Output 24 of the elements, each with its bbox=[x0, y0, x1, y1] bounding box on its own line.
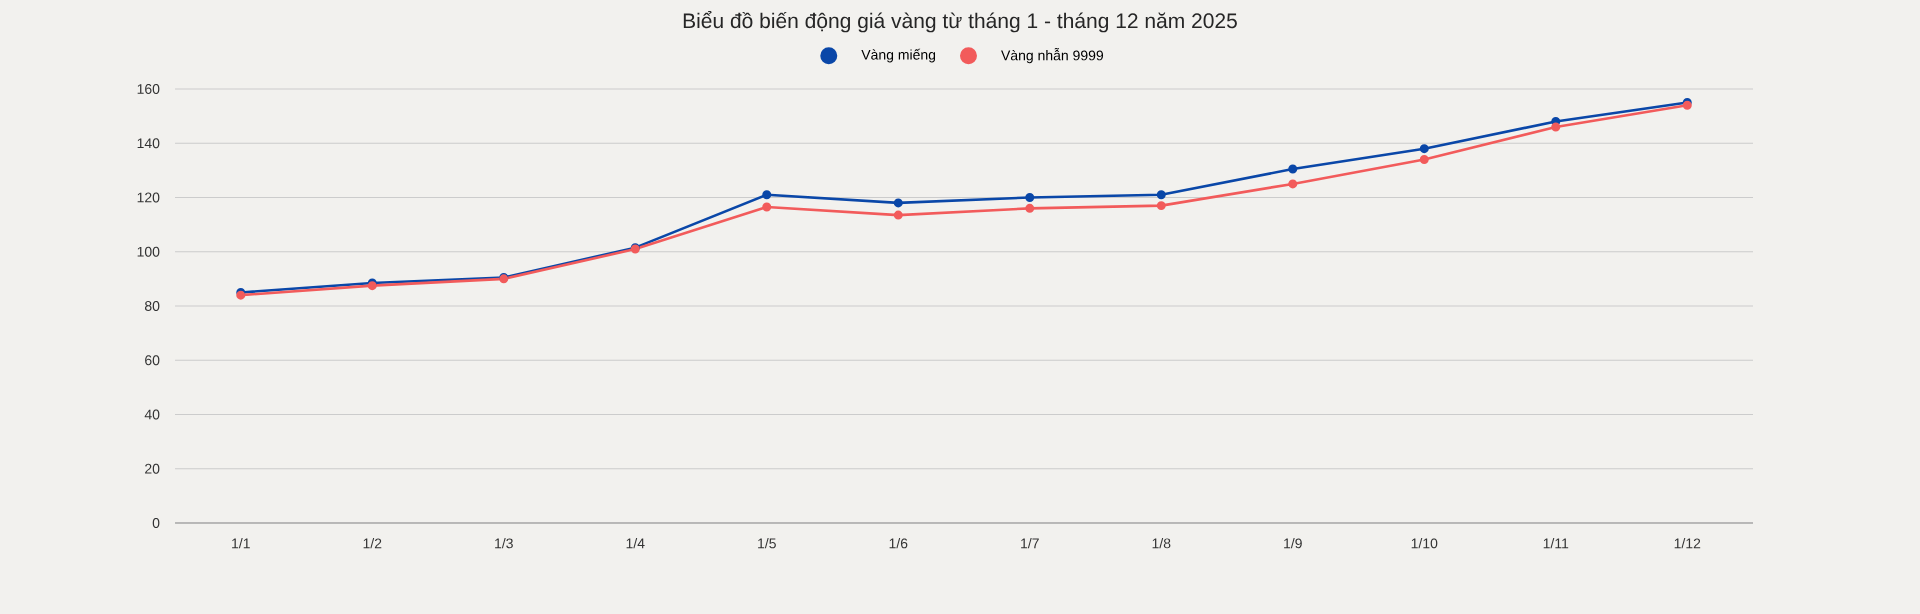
x-tick-label: 1/8 bbox=[1152, 538, 1171, 549]
x-tick-label: 1/9 bbox=[1284, 538, 1302, 549]
x-tick-label: 1/10 bbox=[1411, 538, 1438, 549]
x-tick-label: 1/5 bbox=[758, 538, 776, 549]
y-tick-label: 140 bbox=[137, 138, 160, 149]
x-tick-label: 1/2 bbox=[363, 538, 382, 549]
y-tick-label: 100 bbox=[137, 246, 160, 257]
y-tick-label: 0 bbox=[152, 518, 160, 528]
x-tick-label: 1/11 bbox=[1543, 538, 1569, 549]
legend-label: Vàng miếng bbox=[861, 48, 936, 63]
y-tick-label: 160 bbox=[137, 84, 160, 94]
legend-label: Vàng nhẫn 9999 bbox=[1001, 48, 1104, 64]
y-tick-label: 40 bbox=[144, 409, 160, 420]
x-tick-label: 1/3 bbox=[495, 538, 513, 549]
y-tick-label: 60 bbox=[145, 355, 160, 366]
x-tick-label: 1/12 bbox=[1674, 538, 1701, 549]
x-tick-label: 1/4 bbox=[626, 538, 645, 549]
y-tick-label: 20 bbox=[145, 463, 160, 474]
x-tick-label: 1/1 bbox=[232, 538, 250, 549]
y-tick-label: 80 bbox=[144, 301, 160, 311]
chart-title: Biểu đồ biến động giá vàng từ tháng 1 - tháng 12 năm 2025 bbox=[683, 11, 1237, 33]
x-tick-label: 1/6 bbox=[889, 538, 908, 549]
y-tick-label: 120 bbox=[137, 192, 160, 203]
x-tick-label: 1/7 bbox=[1021, 538, 1039, 549]
